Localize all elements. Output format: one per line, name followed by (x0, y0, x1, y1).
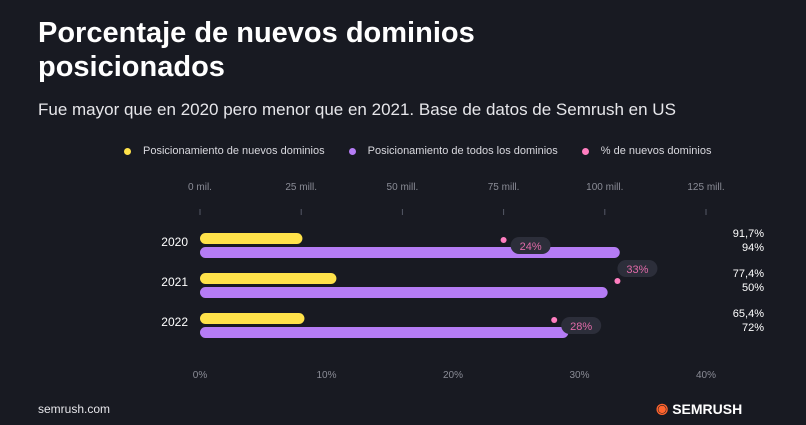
x-tick-label-bottom: 30% (569, 370, 589, 381)
chart-subtitle: Fue mayor que en 2020 pero menor que en … (38, 100, 676, 119)
x-tick-label-top: 125 mill. (687, 182, 724, 193)
pct-label-bg (510, 237, 551, 254)
pct-dot (614, 278, 621, 284)
bar-new-domains (200, 313, 305, 324)
pct-label: 33% (626, 264, 648, 276)
flame-icon: ◉ (656, 400, 669, 416)
right-value: 91,7% (733, 228, 764, 240)
pct-dot (551, 317, 558, 323)
bar-new-domains (200, 233, 303, 244)
right-value: 72% (742, 322, 764, 334)
pct-label-bg (617, 260, 658, 277)
semrush-logo: ◉ SEMRUSH (656, 400, 742, 417)
x-tick-label-bottom: 10% (316, 370, 336, 381)
right-value: 50% (742, 282, 764, 294)
x-tick-label-top: 100 mill. (586, 182, 623, 193)
footer-site: semrush.com (38, 402, 111, 416)
legend-label: % de nuevos dominios (600, 145, 712, 157)
category-label: 2022 (161, 315, 188, 329)
category-label: 2020 (161, 235, 188, 249)
pct-dot (500, 237, 507, 243)
x-tick-label-top: 25 mill. (285, 182, 317, 193)
legend-item-all: Posicionamiento de todos los dominios (348, 145, 558, 157)
legend: Posicionamiento de nuevos dominios Posic… (124, 145, 711, 157)
x-tick-label-bottom: 0% (193, 370, 208, 381)
legend-item-pct: % de nuevos dominios (581, 145, 712, 157)
right-value: 65,4% (733, 308, 764, 320)
brand-name: SEMRUSH (672, 400, 743, 417)
legend-label: Posicionamiento de nuevos dominios (143, 145, 325, 157)
legend-label: Posicionamiento de todos los dominios (367, 145, 558, 157)
bar-new-domains (200, 273, 337, 284)
x-tick-label-bottom: 40% (696, 370, 716, 381)
legend-item-new: Posicionamiento de nuevos dominios (124, 145, 325, 157)
x-tick-label-bottom: 20% (443, 370, 463, 381)
bar-all-domains (200, 287, 608, 298)
chart-title: Porcentaje de nuevos dominios posicionad… (38, 17, 475, 83)
right-value: 77,4% (733, 268, 764, 280)
bar-all-domains (200, 327, 569, 338)
bar-all-domains (200, 247, 620, 258)
category-label: 2021 (161, 275, 188, 289)
pct-label: 24% (520, 241, 542, 253)
x-tick-label-top: 50 mill. (387, 182, 419, 193)
pct-label: 28% (570, 321, 592, 333)
pct-label-bg (561, 317, 602, 334)
x-tick-label-top: 75 mill. (488, 182, 520, 193)
x-tick-label-top: 0 mil. (188, 182, 212, 193)
right-value: 94% (742, 242, 764, 254)
